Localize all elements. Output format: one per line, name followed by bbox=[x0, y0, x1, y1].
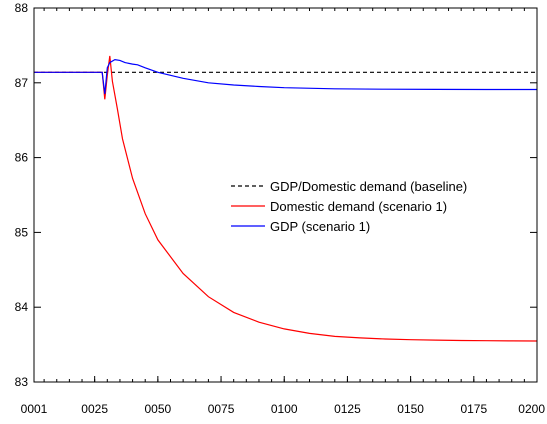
legend-box bbox=[225, 172, 507, 246]
x-tick-label: 0175 bbox=[460, 402, 487, 416]
y-tick-label: 87 bbox=[15, 76, 29, 90]
x-tick-label: 0001 bbox=[21, 402, 48, 416]
series-layer bbox=[34, 55, 538, 342]
x-tick-label: 0150 bbox=[397, 402, 424, 416]
x-tick-label: 0025 bbox=[81, 402, 108, 416]
legend-label: GDP (scenario 1) bbox=[270, 219, 370, 234]
x-tick-label: 0050 bbox=[145, 402, 172, 416]
y-axis-ticks: 83 84 85 86 87 88 bbox=[15, 1, 537, 389]
plot-frame bbox=[33, 7, 538, 383]
y-tick-label: 88 bbox=[15, 1, 29, 15]
y-tick-label: 86 bbox=[15, 151, 29, 165]
legend: GDP/Domestic demand (baseline) Domestic d… bbox=[225, 172, 507, 246]
y-tick-label: 83 bbox=[15, 375, 29, 389]
series-line-1 bbox=[34, 55, 538, 342]
x-axis-ticks: 0001 0025 0050 0075 0100 0125 0150 0175 0200 bbox=[21, 8, 545, 416]
y-tick-label: 85 bbox=[15, 225, 29, 239]
legend-label: Domestic demand (scenario 1) bbox=[270, 199, 447, 214]
y-tick-label: 84 bbox=[15, 300, 29, 314]
x-tick-label: 0075 bbox=[208, 402, 235, 416]
x-tick-label: 0100 bbox=[271, 402, 298, 416]
x-tick-label: 0200 bbox=[518, 402, 545, 416]
legend-label: GDP/Domestic demand (baseline) bbox=[270, 179, 467, 194]
x-tick-label: 0125 bbox=[334, 402, 361, 416]
series-line-2 bbox=[34, 58, 537, 95]
